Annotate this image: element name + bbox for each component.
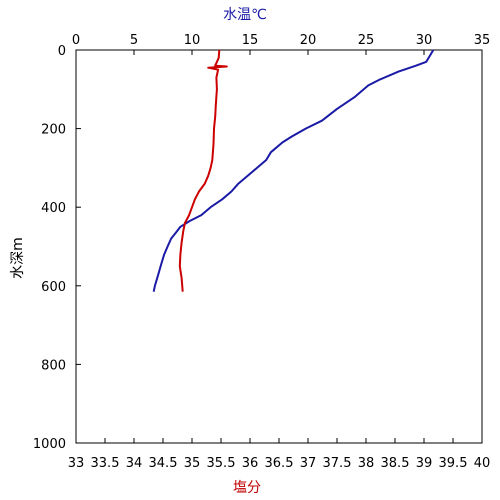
bottom-tick-label: 38 bbox=[358, 456, 375, 471]
left-tick-label: 0 bbox=[58, 44, 66, 59]
top-tick-label: 15 bbox=[242, 33, 259, 48]
bottom-tick-label: 34.5 bbox=[149, 456, 178, 471]
top-tick-label: 35 bbox=[474, 33, 491, 48]
top-tick-label: 30 bbox=[416, 33, 433, 48]
bottom-tick-label: 39.5 bbox=[439, 456, 468, 471]
top-axis-ticks: 0 5 10 15 20 25 30 35 bbox=[72, 33, 490, 55]
bottom-tick-label: 38.5 bbox=[381, 456, 410, 471]
bottom-axis-ticks: 33 33.5 34 34.5 35 35.5 36 36.5 37 37.5 38 38.5 39 39… bbox=[68, 438, 491, 471]
top-axis-label: 水温℃ bbox=[223, 7, 267, 23]
bottom-tick-label: 35 bbox=[184, 456, 201, 471]
top-tick-label: 25 bbox=[358, 33, 375, 48]
bottom-tick-label: 37.5 bbox=[323, 456, 352, 471]
left-axis-ticks: 0 200 400 600 800 1000 bbox=[33, 44, 81, 452]
plot-area bbox=[75, 49, 483, 444]
salinity-profile-line bbox=[178, 49, 228, 292]
bottom-tick-label: 40 bbox=[474, 456, 491, 471]
top-tick-label: 5 bbox=[130, 33, 138, 48]
left-tick-label: 800 bbox=[41, 358, 66, 373]
series-layer bbox=[152, 49, 435, 292]
bottom-tick-label: 36.5 bbox=[265, 456, 294, 471]
left-tick-label: 200 bbox=[41, 123, 66, 138]
bottom-tick-label: 36 bbox=[242, 456, 259, 471]
top-tick-label: 0 bbox=[72, 33, 80, 48]
left-tick-label: 400 bbox=[41, 201, 66, 216]
bottom-tick-label: 34 bbox=[126, 456, 143, 471]
bottom-tick-label: 33 bbox=[68, 456, 85, 471]
bottom-tick-label: 33.5 bbox=[91, 456, 120, 471]
bottom-tick-label: 39 bbox=[416, 456, 433, 471]
top-tick-label: 20 bbox=[300, 33, 317, 48]
bottom-tick-label: 37 bbox=[300, 456, 317, 471]
left-tick-label: 600 bbox=[41, 280, 66, 295]
bottom-tick-label: 35.5 bbox=[207, 456, 236, 471]
left-axis-label: 水深m bbox=[10, 237, 26, 279]
temperature-profile-line bbox=[152, 49, 435, 292]
bottom-axis-label: 塩分 bbox=[233, 480, 261, 496]
left-tick-label: 1000 bbox=[33, 437, 66, 452]
top-tick-label: 10 bbox=[184, 33, 201, 48]
